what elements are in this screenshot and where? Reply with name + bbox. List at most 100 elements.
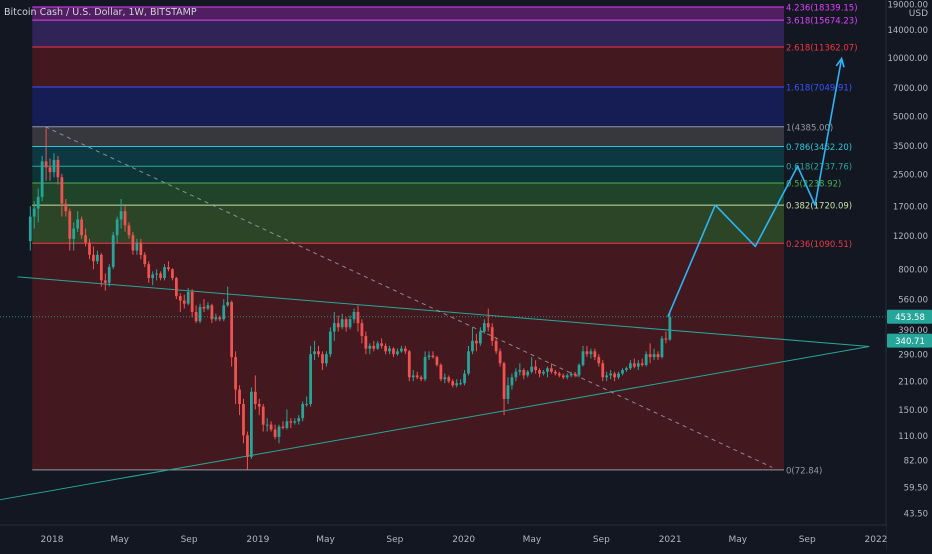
current-price-label: 453.58 [895,313,925,323]
candle-body [135,242,139,251]
candle-body [561,375,565,378]
price-tick-label: 1700.00 [893,203,928,213]
candle [48,158,52,181]
time-axis-bg [0,525,886,550]
candle [518,363,522,376]
candle-body [542,371,545,374]
candle-body [490,327,494,341]
candle [652,348,656,361]
candle-body [281,426,285,429]
candle [88,238,91,260]
candle-body [565,375,569,378]
candle [174,276,178,300]
candle-body [32,208,36,217]
projection-path[interactable] [667,56,845,318]
time-tick-label: May [729,535,748,545]
candle-body [123,211,127,226]
candle [467,345,470,376]
candle-body [325,354,328,364]
fib-label-0.618: 0.618(2737.76) [786,163,852,173]
candle [380,338,384,349]
candle [431,351,435,359]
fib-zone-5 [32,146,785,167]
candle [135,238,139,255]
candle [403,345,407,355]
price-axis[interactable]: USD 19000.00 14000.00 10000.00 7000.00 5000.… [885,0,932,550]
chart-title: Bitcoin Cash / U.S. Dollar, 1W, BITSTAMP [4,7,197,18]
candle [293,418,297,425]
candles [28,128,672,470]
candle-body [459,383,462,385]
candle [68,208,72,251]
fib-label-1: 1(4385.00) [786,123,833,133]
trendlines[interactable] [0,126,870,501]
candle [609,370,613,380]
candle-body [182,300,186,304]
candle-body [451,381,455,386]
candle-body [265,424,269,426]
candle [222,299,226,322]
candle-body [439,364,443,380]
candle [617,371,620,380]
candle-body [84,235,87,243]
candle-body [482,323,486,332]
candle [621,368,624,376]
candle-body [103,280,107,283]
candle-body [309,354,312,404]
trendline-descending-support[interactable] [17,276,870,347]
candle-body [36,196,40,209]
candle [636,360,640,371]
candle [400,345,403,353]
candle-body [52,159,56,173]
candle-body [348,319,352,328]
candle [585,345,589,358]
candle [561,373,565,380]
candle [301,401,305,422]
price-tags: 453.58 340.71 [887,309,932,348]
candle [463,370,466,386]
candle [171,268,174,281]
candle [281,421,285,430]
candle-body [376,343,380,349]
fib-label-1.618: 1.618(7049.91) [786,84,852,94]
candle [628,360,632,371]
candle [447,375,451,384]
candle-body [159,273,162,279]
candle [147,261,151,283]
candle-body [257,403,261,407]
candle [123,206,127,232]
candle-body [293,421,297,423]
candle [490,323,494,346]
fib-zone-0 [32,6,785,21]
candle [103,273,107,291]
candle [56,155,60,185]
time-axis[interactable]: 2018 May Sep 2019 May Sep 2020 May Sep 2021 May Sep… [0,524,887,550]
candle-body [190,291,194,312]
candle-body [368,345,372,349]
candle [131,231,135,255]
projection-line[interactable] [667,58,843,318]
candle-body [107,267,111,283]
trendline-ascending-support[interactable] [0,345,870,501]
candle [186,287,190,306]
candle [257,398,261,416]
candle [423,351,427,382]
candle [289,418,293,429]
candle [514,368,518,382]
candle [486,308,490,332]
currency-label: USD [909,9,928,19]
candle [356,305,360,332]
fib-label-0.236: 0.236(1090.51) [786,240,852,250]
candle-body [506,385,510,399]
candle-body [174,278,178,297]
time-tick-label: 2018 [41,535,64,545]
candle-body [155,273,159,275]
candle-body [526,371,530,376]
candle-body [605,375,609,378]
fib-fills [32,6,785,470]
candle [478,327,482,346]
candle [510,373,514,390]
candle-body [656,354,660,358]
trendline-dashed-downtrend[interactable] [45,126,773,468]
